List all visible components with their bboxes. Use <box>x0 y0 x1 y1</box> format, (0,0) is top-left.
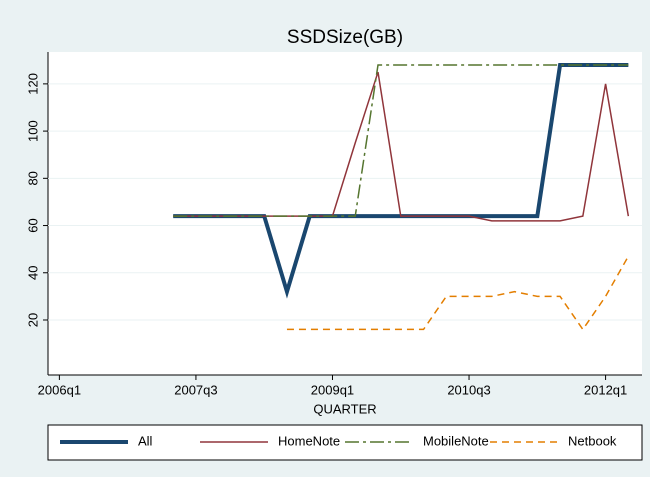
x-tick-label: 2009q1 <box>311 382 354 397</box>
x-tick-label: 2007q3 <box>174 382 217 397</box>
plot-area <box>48 52 642 375</box>
y-tick-label: 20 <box>25 313 40 327</box>
legend-label: All <box>138 433 153 448</box>
y-tick-label: 120 <box>25 73 40 95</box>
x-tick-label: 2010q3 <box>447 382 490 397</box>
x-tick-label: 2006q1 <box>38 382 81 397</box>
y-tick-label: 40 <box>25 266 40 280</box>
chart-title: SSDSize(GB) <box>287 27 403 48</box>
y-tick-label: 60 <box>25 218 40 232</box>
y-tick-label: 80 <box>25 171 40 185</box>
y-tick-label: 100 <box>25 120 40 142</box>
legend-label: Netbook <box>568 433 617 448</box>
legend-label: MobileNote <box>423 433 489 448</box>
legend-label: HomeNote <box>278 433 340 448</box>
x-axis-label: QUARTER <box>313 401 376 416</box>
series-line <box>173 64 629 217</box>
x-tick-label: 2012q1 <box>584 382 627 397</box>
